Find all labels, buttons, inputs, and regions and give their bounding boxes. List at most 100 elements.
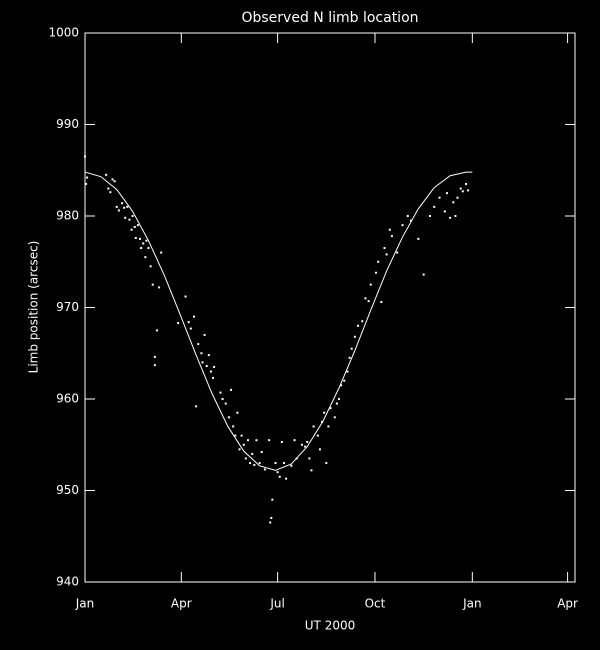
data-point	[200, 352, 203, 355]
data-point	[224, 402, 227, 405]
x-tick-label: Oct	[365, 597, 386, 611]
data-point	[207, 354, 210, 357]
data-point	[189, 327, 192, 330]
y-tick-label: 950	[56, 483, 79, 497]
data-point	[128, 218, 131, 221]
data-point	[467, 189, 470, 192]
plot-frame	[84, 32, 576, 583]
data-point	[335, 402, 338, 405]
data-point	[227, 416, 230, 419]
data-point	[121, 202, 124, 205]
data-point	[85, 182, 88, 185]
data-point	[251, 452, 254, 455]
fit-line	[84, 171, 473, 471]
data-point	[113, 180, 116, 183]
data-point	[459, 187, 462, 190]
data-point	[308, 457, 311, 460]
data-point	[327, 425, 330, 428]
data-point	[255, 439, 258, 442]
data-point	[406, 215, 409, 217]
data-point	[316, 434, 319, 437]
y-tick-label: 980	[56, 209, 79, 223]
data-point	[145, 239, 148, 242]
data-point	[276, 471, 279, 474]
data-point	[300, 443, 303, 446]
x-tick-label: Jan	[462, 597, 482, 611]
data-point	[105, 173, 108, 176]
data-point	[195, 405, 198, 408]
data-point	[221, 398, 224, 400]
data-point	[151, 283, 154, 286]
data-point	[109, 191, 112, 194]
data-point	[380, 301, 383, 304]
data-point	[377, 260, 380, 263]
data-point	[312, 425, 315, 428]
data-point	[184, 295, 187, 298]
data-point	[310, 469, 313, 472]
data-point	[449, 216, 452, 219]
data-point	[390, 235, 393, 238]
data-point	[242, 443, 245, 446]
data-point	[270, 516, 273, 519]
data-point	[278, 475, 281, 478]
data-point	[197, 343, 200, 346]
data-point	[417, 237, 420, 240]
data-point	[388, 228, 391, 231]
data-point	[433, 205, 436, 208]
data-point	[280, 441, 283, 444]
data-point	[452, 201, 455, 204]
data-point	[464, 182, 467, 185]
data-point	[375, 271, 378, 274]
data-point	[456, 196, 459, 199]
data-point	[367, 300, 370, 303]
data-point	[383, 247, 386, 250]
data-point	[461, 190, 464, 193]
data-point	[107, 187, 110, 190]
data-point	[385, 253, 388, 256]
data-point	[260, 451, 263, 454]
data-point	[139, 237, 142, 240]
data-point	[325, 462, 328, 465]
data-point	[84, 155, 86, 158]
data-point	[443, 210, 446, 213]
data-point	[212, 376, 215, 379]
data-point	[123, 206, 126, 209]
data-point	[201, 361, 204, 364]
data-point	[285, 477, 288, 480]
data-point	[340, 384, 343, 387]
data-point	[346, 370, 349, 373]
data-point	[130, 228, 133, 231]
data-point	[258, 462, 261, 465]
data-point	[274, 462, 277, 465]
data-point	[240, 434, 243, 437]
data-point	[429, 215, 432, 217]
data-point	[337, 398, 340, 400]
data-point	[293, 439, 296, 442]
data-point	[236, 411, 239, 414]
data-point	[238, 448, 241, 451]
x-tick-label: Jul	[269, 597, 284, 611]
data-point	[136, 224, 139, 227]
data-point	[126, 205, 129, 208]
chart-title: Observed N limb location	[241, 10, 418, 26]
data-point	[213, 365, 216, 368]
x-tick-label: Jan	[75, 597, 95, 611]
data-point	[205, 365, 208, 368]
data-point	[253, 463, 256, 466]
data-point	[409, 219, 412, 222]
data-point	[364, 297, 367, 300]
data-point	[160, 251, 163, 254]
data-point	[353, 335, 356, 338]
data-point	[323, 411, 326, 414]
data-point	[117, 209, 120, 212]
data-point	[144, 256, 147, 259]
data-point	[232, 425, 235, 428]
y-tick-label: 970	[56, 300, 79, 314]
data-point	[234, 434, 237, 437]
data-point	[230, 388, 233, 391]
data-point	[124, 216, 127, 219]
data-point	[350, 347, 353, 350]
data-point	[147, 247, 150, 250]
